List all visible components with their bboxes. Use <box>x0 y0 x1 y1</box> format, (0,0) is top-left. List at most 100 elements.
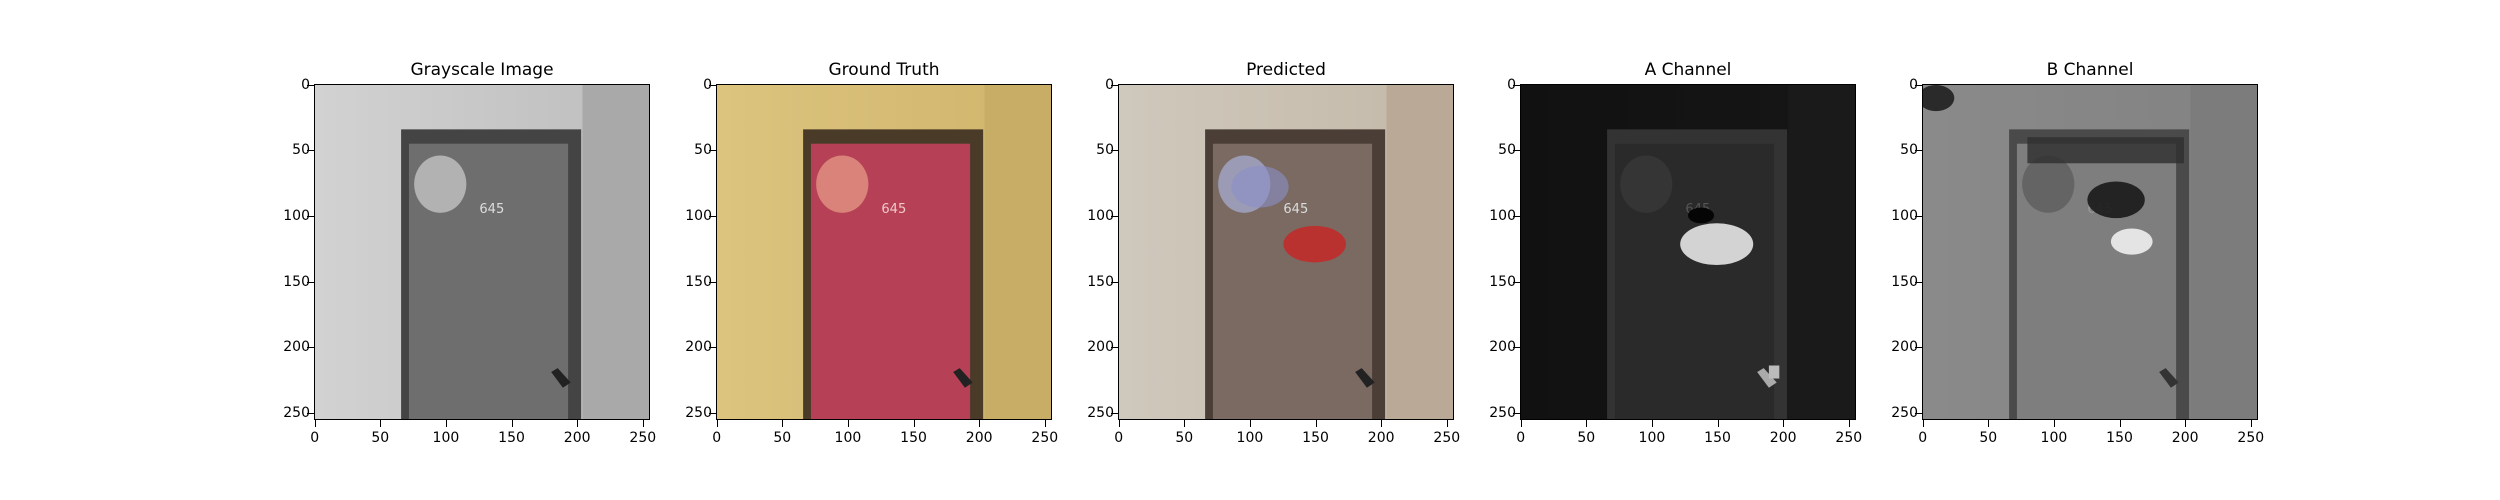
y-tick-label: 150 <box>685 273 712 290</box>
door-number: 645 <box>479 202 504 217</box>
y-tick-label: 150 <box>1891 273 1918 290</box>
y-tick-label: 0 <box>301 76 310 93</box>
y-tick-mark <box>1513 84 1520 86</box>
y-tick-mark <box>1111 84 1118 86</box>
panel-title: B Channel <box>2046 60 2134 80</box>
panel-image: 645 <box>314 84 650 420</box>
x-tick-mark <box>1446 420 1448 427</box>
image-panel-pred: Predicted 645 0 50 100 150 200 250 0 50 10 <box>1087 0 1524 500</box>
x-tick-mark <box>913 420 915 427</box>
x-tick-label: 50 <box>1175 430 1194 446</box>
y-tick-mark <box>307 281 314 283</box>
y-tick-mark <box>1513 281 1520 283</box>
y-tick-label: 200 <box>283 339 310 356</box>
y-tick-label: 250 <box>1891 404 1918 421</box>
x-tick-label: 50 <box>773 430 792 446</box>
x-tick-mark <box>1381 420 1383 427</box>
x-tick-mark <box>782 420 784 427</box>
y-tick-mark <box>1111 281 1118 283</box>
x-tick-label: 200 <box>1769 430 1797 446</box>
x-tick-mark <box>1184 420 1186 427</box>
x-tick-label: 200 <box>2171 430 2199 446</box>
y-tick-label: 150 <box>1087 273 1114 290</box>
x-tick-label: 0 <box>712 430 722 446</box>
y-tick-mark <box>1513 412 1520 414</box>
y-tick-label: 200 <box>685 339 712 356</box>
x-tick-label: 50 <box>371 430 390 446</box>
x-tick-label: 200 <box>1367 430 1395 446</box>
x-tick-mark <box>1249 420 1251 427</box>
x-tick-label: 0 <box>310 430 320 446</box>
y-tick-label: 250 <box>1489 404 1516 421</box>
x-tick-mark <box>1315 420 1317 427</box>
x-tick-label: 100 <box>432 430 460 446</box>
y-tick-mark <box>307 412 314 414</box>
image-panel-truth: Ground Truth 645 0 50 100 150 200 250 0 50 100 15… <box>685 0 1122 500</box>
x-tick-mark <box>1586 420 1588 427</box>
x-tick-mark <box>716 420 718 427</box>
y-tick-label: 100 <box>1489 207 1516 224</box>
x-tick-mark <box>1988 420 1990 427</box>
y-tick-mark <box>1915 281 1922 283</box>
panel-title: Ground Truth <box>828 60 940 80</box>
y-tick-label: 50 <box>1498 142 1516 159</box>
x-tick-mark <box>1520 420 1522 427</box>
x-tick-label: 100 <box>1236 430 1264 446</box>
y-tick-label: 100 <box>1087 207 1114 224</box>
y-tick-mark <box>1513 215 1520 217</box>
x-tick-mark <box>847 420 849 427</box>
x-tick-label: 150 <box>900 430 927 446</box>
panel-image: 645 <box>716 84 1052 420</box>
x-tick-mark <box>445 420 447 427</box>
door-number: 645 <box>1283 202 1308 217</box>
y-tick-label: 50 <box>1900 142 1918 159</box>
x-tick-label: 250 <box>1031 430 1059 446</box>
x-tick-label: 250 <box>2237 430 2265 446</box>
y-tick-label: 50 <box>292 142 310 159</box>
x-tick-mark <box>642 420 644 427</box>
y-tick-label: 50 <box>694 142 712 159</box>
y-tick-mark <box>1915 412 1922 414</box>
x-tick-mark <box>1044 420 1046 427</box>
x-tick-mark <box>1118 420 1120 427</box>
y-tick-mark <box>1111 150 1118 152</box>
y-tick-label: 100 <box>1891 207 1918 224</box>
panel-title: Grayscale Image <box>410 60 554 80</box>
panel-title: Predicted <box>1246 60 1326 80</box>
y-tick-mark <box>1915 347 1922 349</box>
x-tick-label: 0 <box>1114 430 1124 446</box>
x-tick-mark <box>314 420 316 427</box>
y-tick-mark <box>1513 150 1520 152</box>
y-tick-mark <box>1915 84 1922 86</box>
y-tick-label: 200 <box>1087 339 1114 356</box>
y-tick-label: 0 <box>1105 76 1114 93</box>
y-tick-label: 150 <box>1489 273 1516 290</box>
x-tick-mark <box>511 420 513 427</box>
panel-image: 645 <box>1922 84 2258 420</box>
x-tick-mark <box>1717 420 1719 427</box>
panel-title: A Channel <box>1644 60 1732 80</box>
y-tick-label: 250 <box>685 404 712 421</box>
y-tick-mark <box>709 347 716 349</box>
y-tick-label: 0 <box>1507 76 1516 93</box>
x-tick-label: 200 <box>965 430 993 446</box>
y-tick-mark <box>307 150 314 152</box>
x-tick-label: 150 <box>2106 430 2133 446</box>
x-tick-label: 0 <box>1918 430 1928 446</box>
x-tick-mark <box>2250 420 2252 427</box>
y-tick-label: 150 <box>283 273 310 290</box>
y-tick-mark <box>709 215 716 217</box>
x-tick-label: 100 <box>1638 430 1666 446</box>
x-tick-label: 150 <box>1302 430 1329 446</box>
x-tick-label: 0 <box>1516 430 1526 446</box>
x-tick-label: 250 <box>1433 430 1461 446</box>
panel-image: 645 <box>1520 84 1856 420</box>
x-tick-mark <box>1783 420 1785 427</box>
x-tick-mark <box>1848 420 1850 427</box>
x-tick-label: 50 <box>1577 430 1596 446</box>
y-tick-mark <box>709 84 716 86</box>
y-tick-label: 0 <box>703 76 712 93</box>
image-panel-gray: Grayscale Image 645 0 50 100 150 200 250 0 50 10… <box>283 0 720 500</box>
y-tick-mark <box>1111 215 1118 217</box>
y-tick-mark <box>709 281 716 283</box>
